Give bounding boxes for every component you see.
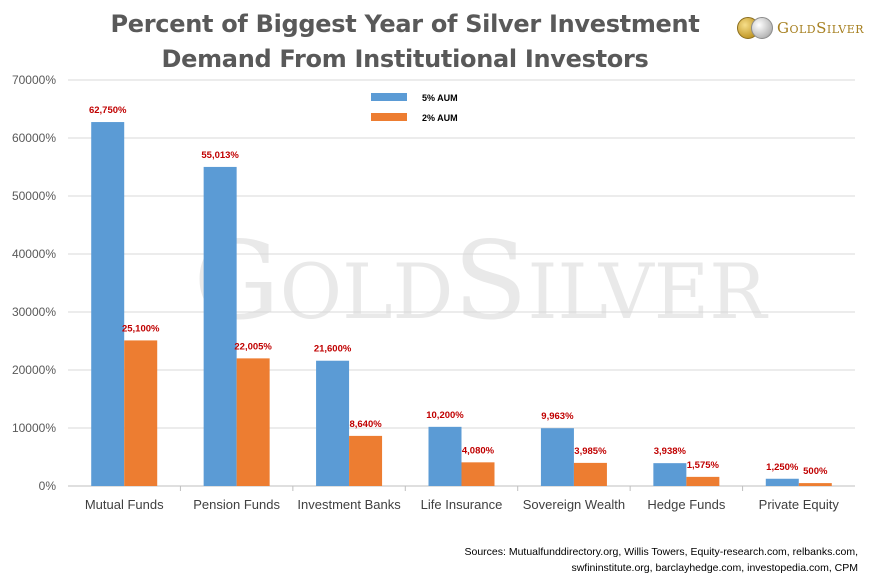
bar-5pct-aum — [540, 428, 574, 486]
bar-5pct-aum — [316, 360, 350, 486]
data-label: 3,938% — [654, 446, 687, 457]
sources-line-2: swfininstitute.org, barclayhedge.com, in… — [571, 562, 858, 574]
sources-line-1: Sources: Mutualfunddirectory.org, Willis… — [464, 546, 858, 558]
goldsilver-logo: GoldSilver — [737, 13, 864, 43]
y-tick-label: 70000% — [12, 73, 56, 87]
y-tick-label: 40000% — [12, 247, 56, 261]
bar-2pct-aum — [573, 462, 607, 486]
y-tick-label: 50000% — [12, 189, 56, 203]
legend-swatch — [371, 93, 407, 101]
data-label: 21,600% — [314, 344, 352, 355]
y-tick-label: 60000% — [12, 131, 56, 145]
y-tick-label: 10000% — [12, 421, 56, 435]
data-label: 55,013% — [201, 150, 239, 161]
bar-2pct-aum — [686, 476, 720, 486]
y-tick-label: 0% — [39, 479, 57, 493]
data-label: 1,575% — [687, 460, 720, 471]
data-label: 25,100% — [122, 323, 160, 334]
data-label: 62,750% — [89, 105, 127, 116]
x-tick-label: Hedge Funds — [647, 497, 726, 512]
sources-note: Sources: Mutualfunddirectory.org, Willis… — [258, 544, 858, 576]
x-tick-label: Investment Banks — [297, 497, 401, 512]
watermark-text: GoldSilver — [193, 219, 769, 344]
legend-label: 2% AUM — [422, 113, 458, 123]
bar-5pct-aum — [653, 463, 687, 486]
y-tick-label: 20000% — [12, 363, 56, 377]
x-tick-label: Mutual Funds — [85, 497, 164, 512]
bar-5pct-aum — [91, 122, 125, 487]
bar-2pct-aum — [349, 435, 383, 486]
chart-title-line-1: Percent of Biggest Year of Silver Invest… — [110, 10, 700, 38]
x-tick-label: Life Insurance — [421, 497, 503, 512]
x-tick-label: Pension Funds — [193, 497, 280, 512]
data-label: 22,005% — [234, 341, 272, 352]
silver-coin-icon — [751, 17, 773, 39]
data-label: 500% — [803, 466, 828, 477]
logo-text: GoldSilver — [777, 19, 865, 37]
bar-2pct-aum — [461, 462, 495, 486]
legend-swatch — [371, 113, 407, 121]
bar-5pct-aum — [203, 166, 237, 486]
data-label: 8,640% — [349, 419, 382, 430]
y-tick-label: 30000% — [12, 305, 56, 319]
data-label: 3,985% — [574, 446, 607, 457]
data-label: 9,963% — [541, 411, 574, 422]
data-label: 1,250% — [766, 462, 799, 473]
bar-5pct-aum — [428, 426, 462, 486]
bar-2pct-aum — [124, 340, 158, 486]
data-label: 4,080% — [462, 445, 495, 456]
x-tick-label: Private Equity — [759, 497, 840, 512]
data-label: 10,200% — [426, 410, 464, 421]
x-tick-label: Sovereign Wealth — [523, 497, 625, 512]
chart-title-line-2: Demand From Institutional Investors — [161, 45, 649, 73]
bar-5pct-aum — [765, 478, 799, 486]
bar-2pct-aum — [236, 358, 270, 486]
bar-2pct-aum — [798, 483, 832, 486]
legend-label: 5% AUM — [422, 93, 458, 103]
